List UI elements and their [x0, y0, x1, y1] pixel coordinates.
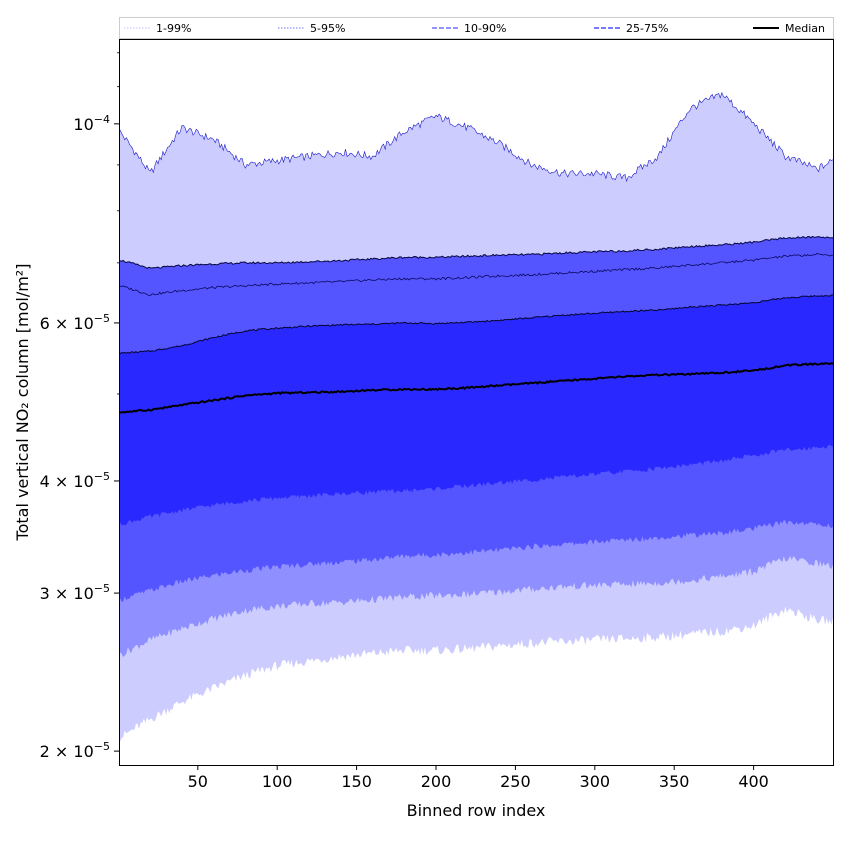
y-tick-label: 2 × 10−5 — [40, 740, 110, 761]
x-tick-label: 200 — [421, 772, 452, 791]
y-tick-label: 6 × 10−5 — [40, 312, 110, 333]
y-axis-title: Total vertical NO₂ column [mol/m²] — [13, 264, 32, 542]
band-25-75-upper-edge — [120, 294, 833, 355]
plot-frame — [119, 39, 834, 766]
x-axis: 50 100 150 200 250 300 350 400 — [188, 765, 769, 791]
x-tick-label: 250 — [500, 772, 531, 791]
band-10-90-upper-edge — [120, 235, 833, 270]
x-tick-label: 50 — [188, 772, 208, 791]
legend-label: 10-90% — [464, 22, 506, 35]
legend-label: 25-75% — [626, 22, 668, 35]
band-25-75 — [120, 294, 833, 526]
median-line — [120, 362, 833, 414]
x-tick-label: 300 — [580, 772, 611, 791]
x-tick-label: 350 — [659, 772, 690, 791]
y-axis: 2 × 10−5 3 × 10−5 4 × 10−5 6 × 10−5 10−4 — [40, 52, 120, 761]
x-tick-label: 100 — [262, 772, 293, 791]
legend: 1-99% 5-95% 10-90% 25-75% Median — [119, 17, 834, 39]
band-1-99-upper-edge — [120, 91, 833, 183]
legend-label: 1-99% — [156, 22, 191, 35]
x-tick-label: 150 — [341, 772, 372, 791]
plot-area — [120, 91, 833, 742]
legend-label: Median — [785, 22, 825, 35]
band-5-95-upper-edge — [120, 253, 833, 297]
y-tick-label: 4 × 10−5 — [40, 470, 110, 491]
legend-label: 5-95% — [310, 22, 345, 35]
legend-box — [119, 17, 834, 39]
y-tick-label: 3 × 10−5 — [40, 582, 110, 603]
y-tick-label: 10−4 — [73, 113, 110, 134]
x-axis-title: Binned row index — [407, 801, 546, 820]
x-tick-label: 400 — [738, 772, 769, 791]
